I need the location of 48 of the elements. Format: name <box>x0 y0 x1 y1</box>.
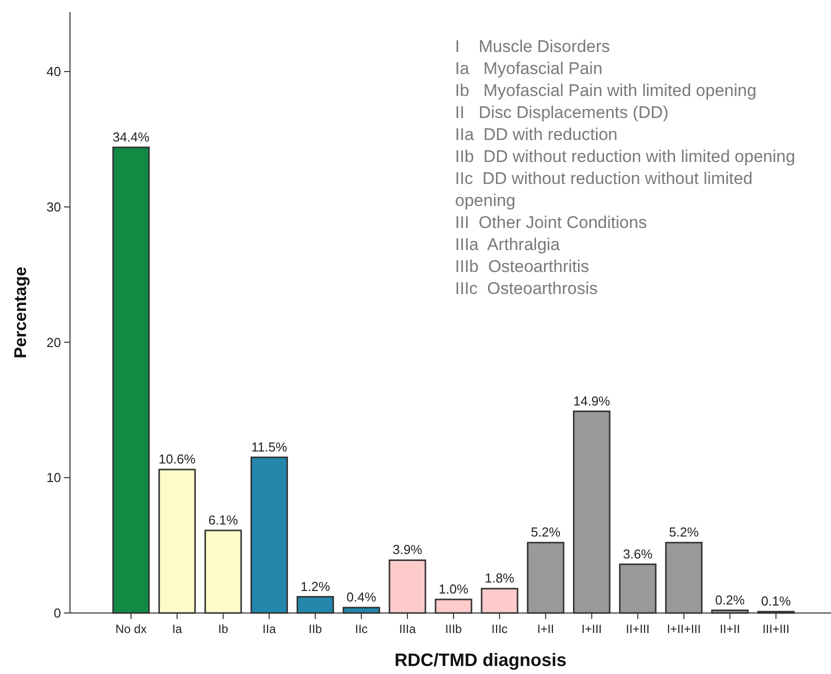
y-tick-label: 0 <box>54 606 61 621</box>
y-tick-label: 30 <box>46 199 61 214</box>
x-tick-label: II+III <box>626 622 650 636</box>
x-tick-label: IIa <box>262 622 276 636</box>
data-label: 0.4% <box>346 590 377 605</box>
data-label: 1.2% <box>300 578 331 594</box>
data-label: 0.2% <box>715 592 746 608</box>
x-tick-label: I+II+III <box>666 622 701 636</box>
y-axis-title: Percentage <box>11 266 30 358</box>
data-label: 0.1% <box>761 594 792 609</box>
y-tick-label: 10 <box>46 470 61 486</box>
data-label: 1.8% <box>484 570 515 586</box>
annotation: IIa DD with reduction <box>455 124 619 146</box>
annotation: Ib Myofascial Pain with limited opening <box>455 80 758 102</box>
annotation: IIIa Arthralgia <box>455 234 561 256</box>
x-tick-label: III+III <box>762 622 790 636</box>
data-label: 5.2% <box>669 524 700 540</box>
data-label: 10.6% <box>158 452 196 467</box>
x-tick-label: II+II <box>720 622 740 636</box>
data-label: 3.9% <box>392 542 423 558</box>
x-tick-label: I+II <box>537 622 554 636</box>
annotation: Ia Myofascial Pain <box>455 58 604 80</box>
x-tick-label: IIc <box>355 622 368 636</box>
annotation: II Disc Displacements (DD) <box>455 102 670 124</box>
x-tick-label: Ia <box>172 622 182 636</box>
annotation: III Other Joint Conditions <box>455 212 648 234</box>
data-label: 14.9% <box>573 393 611 408</box>
annotation: IIIb Osteoarthritis <box>455 256 590 278</box>
data-label: 11.5% <box>251 439 288 454</box>
x-tick-label: No dx <box>115 622 147 636</box>
data-label: 5.2% <box>530 524 561 540</box>
annotation: IIb DD without reduction with limited opening <box>455 146 796 168</box>
data-label: 34.4% <box>112 129 150 144</box>
x-tick-label: I+III <box>582 622 602 636</box>
x-tick-label: IIIa <box>399 622 416 636</box>
y-tick-label: 40 <box>46 64 61 80</box>
x-axis-title: RDC/TMD diagnosis <box>394 650 567 670</box>
annotation: IIc DD without reduction without limited opening <box>455 168 754 212</box>
x-tick-label: IIIc <box>492 622 508 636</box>
annotation: I Muscle Disorders <box>455 36 611 58</box>
y-tick-label: 20 <box>46 334 61 350</box>
x-tick-label: Ib <box>218 622 228 636</box>
data-label: 1.0% <box>438 581 469 596</box>
annotation: IIIc Osteoarthrosis <box>455 278 599 300</box>
data-label: 3.6% <box>622 546 654 562</box>
data-label: 6.1% <box>208 512 238 528</box>
x-tick-label: IIIb <box>445 622 462 636</box>
x-tick-label: IIb <box>308 622 322 636</box>
